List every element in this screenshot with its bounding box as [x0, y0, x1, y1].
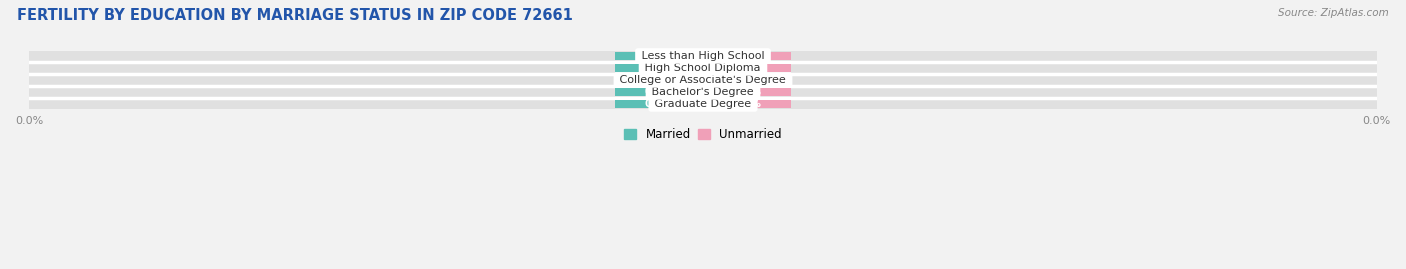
Bar	[616, 76, 703, 84]
Text: High School Diploma: High School Diploma	[641, 63, 765, 73]
Text: 0.0%: 0.0%	[733, 75, 761, 85]
Text: Less than High School: Less than High School	[638, 51, 768, 61]
Text: 0.0%: 0.0%	[645, 51, 673, 61]
Bar	[703, 64, 790, 72]
Text: 0.0%: 0.0%	[645, 63, 673, 73]
Bar	[30, 75, 1376, 85]
Text: 0.0%: 0.0%	[733, 99, 761, 109]
Text: 0.0%: 0.0%	[733, 63, 761, 73]
Bar	[703, 76, 790, 84]
Text: Graduate Degree: Graduate Degree	[651, 99, 755, 109]
Text: 0.0%: 0.0%	[733, 87, 761, 97]
Bar	[703, 88, 790, 95]
Bar	[30, 63, 1376, 73]
Bar	[703, 52, 790, 59]
Text: 0.0%: 0.0%	[733, 51, 761, 61]
Text: FERTILITY BY EDUCATION BY MARRIAGE STATUS IN ZIP CODE 72661: FERTILITY BY EDUCATION BY MARRIAGE STATU…	[17, 8, 572, 23]
Bar	[30, 87, 1376, 97]
Bar	[30, 51, 1376, 61]
Text: Source: ZipAtlas.com: Source: ZipAtlas.com	[1278, 8, 1389, 18]
Bar	[616, 88, 703, 95]
Text: 0.0%: 0.0%	[645, 75, 673, 85]
Text: College or Associate's Degree: College or Associate's Degree	[616, 75, 790, 85]
Bar	[616, 52, 703, 59]
Bar	[616, 100, 703, 108]
Text: 0.0%: 0.0%	[645, 87, 673, 97]
Bar	[30, 99, 1376, 109]
Legend: Married, Unmarried: Married, Unmarried	[624, 128, 782, 141]
Bar	[616, 64, 703, 72]
Text: 0.0%: 0.0%	[645, 99, 673, 109]
Text: Bachelor's Degree: Bachelor's Degree	[648, 87, 758, 97]
Bar	[703, 100, 790, 108]
